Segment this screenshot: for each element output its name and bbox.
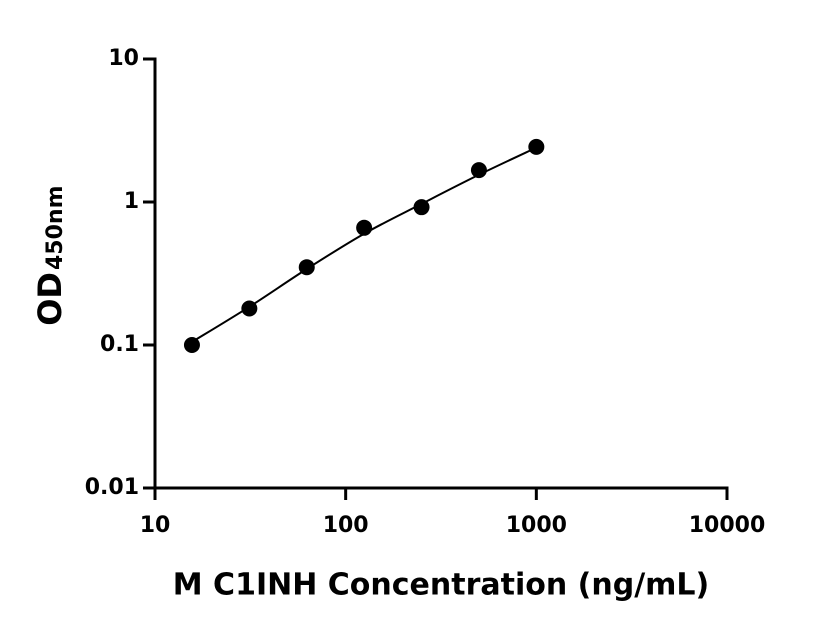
- x-axis-label: M C1INH Concentration (ng/mL): [173, 568, 709, 603]
- data-point: [470, 162, 487, 179]
- y-axis-label-sub: 450nm: [43, 185, 68, 270]
- data-point: [241, 300, 258, 317]
- data-point: [528, 138, 545, 155]
- y-axis-label-group: OD 450nm: [31, 185, 69, 325]
- x-tick-label: 10: [140, 513, 171, 538]
- y-axis-label: OD: [31, 272, 69, 326]
- x-tick-label: 100: [323, 513, 369, 538]
- data-point: [356, 219, 373, 236]
- y-tick-label: 1: [124, 189, 139, 214]
- data-point: [298, 259, 315, 276]
- x-tick-label: 1000: [506, 513, 567, 538]
- y-tick-label: 10: [108, 46, 139, 71]
- y-tick-label: 0.1: [100, 332, 139, 357]
- data-point: [413, 199, 430, 216]
- x-tick-label: 10000: [689, 513, 766, 538]
- y-tick-label: 0.01: [85, 475, 139, 500]
- data-point: [183, 337, 200, 353]
